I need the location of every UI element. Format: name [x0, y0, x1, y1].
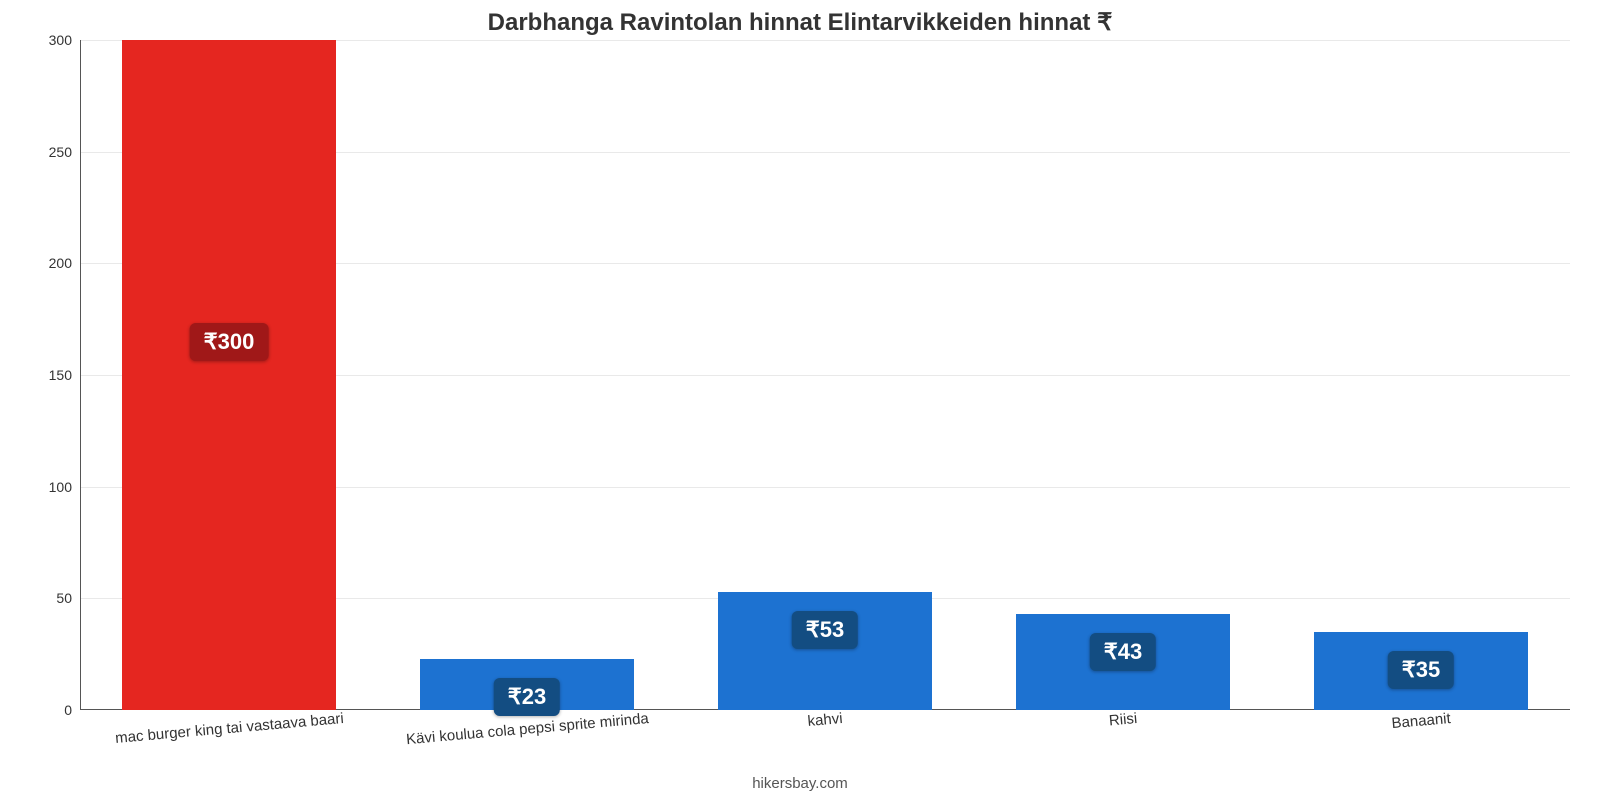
value-badge: ₹35 — [1388, 651, 1454, 689]
x-tick-label: Riisi — [1108, 710, 1138, 729]
y-tick-label: 150 — [49, 367, 72, 383]
bar: ₹53 — [718, 592, 933, 710]
y-tick-label: 300 — [49, 32, 72, 48]
plot-area: 050100150200250300₹300₹23₹53₹43₹35 — [80, 40, 1570, 710]
y-tick-label: 50 — [56, 590, 72, 606]
chart-title: Darbhanga Ravintolan hinnat Elintarvikke… — [0, 8, 1600, 37]
price-bar-chart: Darbhanga Ravintolan hinnat Elintarvikke… — [0, 0, 1600, 800]
y-tick-label: 0 — [64, 702, 72, 718]
y-tick-label: 250 — [49, 144, 72, 160]
x-axis-labels: mac burger king tai vastaava baari Kävi k… — [80, 710, 1570, 760]
x-tick-label: Kävi koulua cola pepsi sprite mirinda — [405, 710, 649, 748]
value-badge: ₹53 — [792, 611, 858, 649]
x-tick-label: Banaanit — [1391, 710, 1451, 732]
y-axis-line — [80, 40, 81, 710]
bar: ₹35 — [1314, 632, 1529, 710]
y-tick-label: 200 — [49, 255, 72, 271]
value-badge: ₹43 — [1090, 633, 1156, 671]
x-tick-label: kahvi — [807, 710, 843, 730]
bar: ₹300 — [122, 40, 337, 710]
bar: ₹23 — [420, 659, 635, 710]
y-tick-label: 100 — [49, 479, 72, 495]
chart-credit: hikersbay.com — [0, 775, 1600, 792]
x-tick-label: mac burger king tai vastaava baari — [114, 710, 344, 747]
value-badge: ₹300 — [190, 323, 269, 361]
bar: ₹43 — [1016, 614, 1231, 710]
